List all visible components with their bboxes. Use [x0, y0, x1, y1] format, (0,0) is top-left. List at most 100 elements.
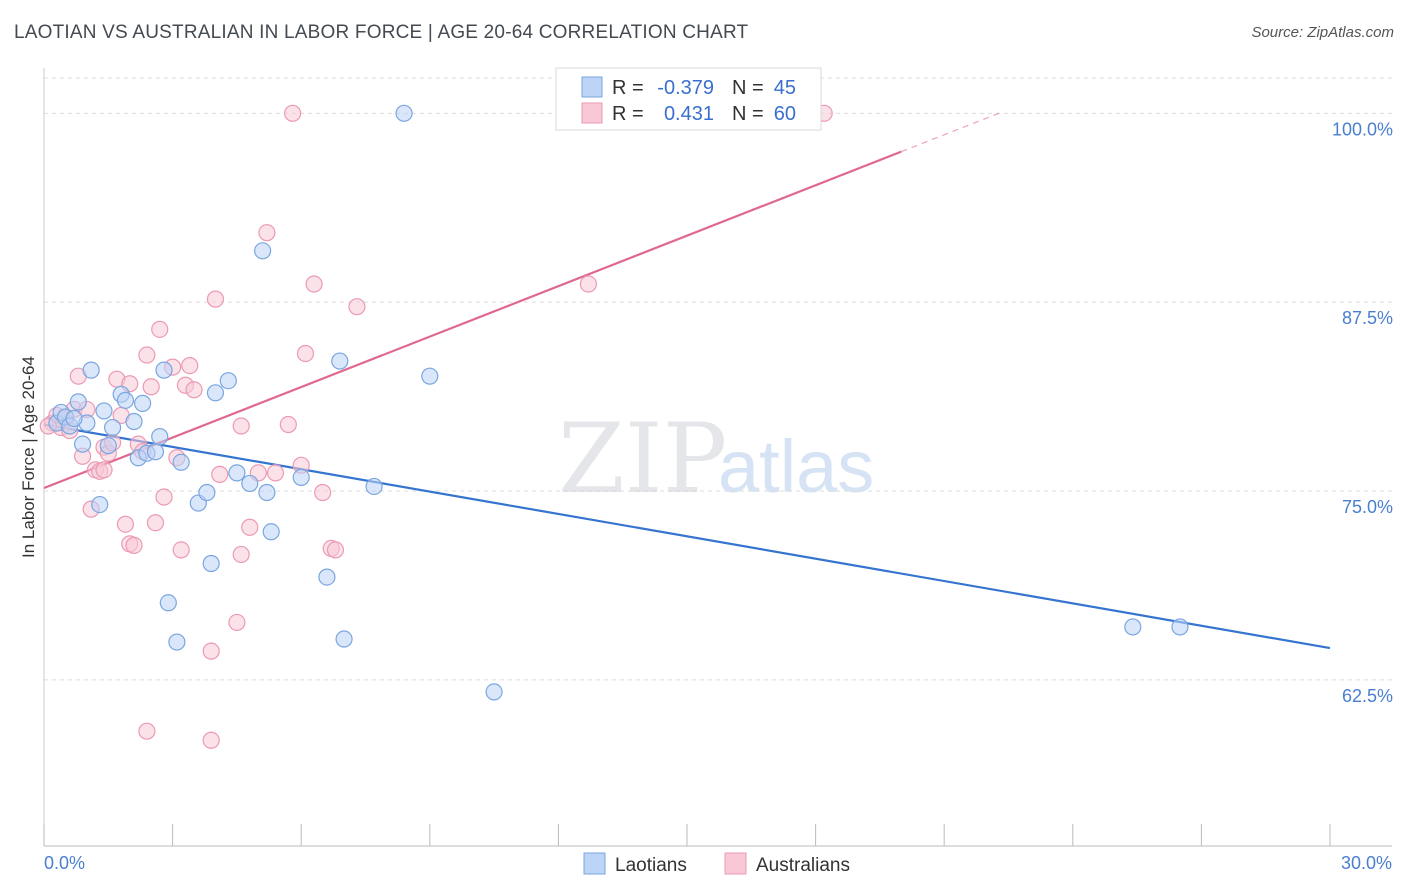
point-australians-42 — [279, 415, 297, 434]
point-laotians-14 — [125, 412, 143, 431]
data-points — [39, 104, 1189, 749]
bottom-legend-label-laotians: Laotians — [615, 855, 687, 876]
point-laotians-33 — [262, 523, 280, 541]
y-tick-label-2: 87.5% — [1342, 308, 1393, 328]
point-laotians-32 — [258, 483, 276, 502]
y-tick-label-0: 62.5% — [1342, 686, 1393, 706]
legend-n-label-australians: N = — [732, 103, 764, 125]
point-australians-46 — [314, 483, 332, 502]
point-australians-36 — [232, 545, 250, 564]
point-laotians-37 — [335, 630, 353, 648]
point-australians-23 — [142, 378, 160, 396]
point-australians-55 — [95, 461, 113, 479]
chart-source: Source: ZipAtlas.com — [1251, 24, 1394, 41]
point-laotians-30 — [241, 474, 259, 493]
legend-n-label-laotians: N = — [732, 77, 764, 99]
legend-n-value-laotians: 45 — [774, 77, 796, 99]
point-laotians-44 — [65, 409, 83, 428]
trend-line-extension-australians — [901, 112, 1001, 153]
legend-swatch-australians — [581, 102, 603, 124]
point-laotians-35 — [318, 568, 336, 586]
point-laotians-23 — [172, 453, 190, 471]
point-laotians-28 — [219, 372, 237, 390]
point-laotians-42 — [1124, 618, 1142, 636]
point-laotians-25 — [198, 483, 216, 502]
legend-n-value-australians: 60 — [774, 103, 796, 125]
point-australians-22 — [138, 346, 156, 364]
gridlines — [44, 77, 1392, 681]
point-laotians-8 — [91, 495, 109, 514]
point-laotians-20 — [155, 361, 173, 379]
chart-title: LAOTIAN VS AUSTRALIAN IN LABOR FORCE | A… — [14, 22, 749, 43]
point-laotians-39 — [395, 104, 413, 122]
point-australians-43 — [284, 104, 302, 122]
point-australians-34 — [206, 290, 225, 308]
point-australians-31 — [181, 357, 199, 375]
point-laotians-9 — [95, 402, 113, 420]
point-laotians-43 — [1171, 618, 1189, 636]
point-laotians-29 — [228, 464, 246, 482]
point-australians-38 — [241, 518, 259, 536]
legend-r-label-laotians: R = — [612, 77, 644, 99]
x-ticks — [43, 824, 1331, 846]
point-australians-40 — [258, 224, 276, 242]
point-laotians-18 — [146, 443, 165, 461]
point-laotians-4 — [69, 393, 87, 411]
bottom-legend-swatch-australians — [724, 852, 747, 875]
point-laotians-13 — [116, 391, 135, 409]
trend-line-laotians — [43, 423, 1331, 650]
point-australians-35 — [228, 613, 246, 632]
watermark-atlas: atlas — [718, 425, 874, 508]
correlation-legend: R = -0.379 N = 45 R = 0.431 N = 60 — [555, 67, 822, 131]
point-australians-49 — [348, 298, 366, 316]
bottom-legend-swatch-laotians — [583, 852, 606, 875]
legend-r-label-australians: R = — [612, 103, 644, 125]
point-laotians-41 — [485, 683, 503, 701]
point-laotians-27 — [206, 384, 225, 402]
y-tick-label-1: 75.0% — [1342, 497, 1393, 517]
point-australians-32 — [185, 381, 203, 399]
point-australians-29 — [172, 541, 190, 559]
point-laotians-22 — [168, 633, 186, 651]
legend-r-value-australians: 0.431 — [664, 103, 714, 125]
trend-line-australians — [43, 150, 902, 489]
legend-swatch-laotians — [581, 76, 603, 98]
y-tick-label-3: 100.0% — [1332, 119, 1393, 139]
point-laotians-7 — [82, 361, 100, 379]
point-laotians-10 — [99, 437, 117, 455]
point-australians-17 — [116, 515, 135, 533]
point-australians-44 — [296, 344, 315, 363]
point-australians-53 — [138, 722, 156, 740]
watermark-zip: ZIP — [558, 403, 727, 515]
point-australians-51 — [579, 275, 598, 293]
point-australians-25 — [151, 320, 169, 338]
point-australians-48 — [326, 541, 345, 559]
y-tick-labels: 62.5% 75.0% 87.5% 100.0% — [1332, 119, 1393, 706]
point-laotians-34 — [292, 468, 310, 486]
x-tick-label-max: 30.0% — [1341, 853, 1392, 873]
point-laotians-31 — [254, 242, 272, 260]
point-laotians-21 — [159, 594, 177, 612]
point-laotians-38 — [365, 477, 383, 496]
point-laotians-11 — [103, 418, 122, 437]
trend-lines — [43, 112, 1331, 650]
point-australians-19 — [125, 536, 143, 554]
point-laotians-16 — [133, 394, 152, 412]
point-australians-45 — [305, 275, 323, 293]
watermark: ZIP atlas — [558, 403, 874, 515]
point-australians-57 — [211, 465, 229, 483]
x-tick-label-min: 0.0% — [44, 853, 85, 873]
point-australians-26 — [155, 488, 173, 506]
point-australians-24 — [146, 514, 165, 532]
point-laotians-26 — [202, 554, 220, 573]
series-legend: Laotians Australians — [583, 852, 850, 876]
point-australians-41 — [266, 464, 285, 482]
y-axis-label: In Labor Force | Age 20-64 — [19, 356, 38, 558]
point-australians-33 — [202, 642, 220, 660]
point-laotians-19 — [151, 428, 169, 446]
bottom-legend-label-australians: Australians — [756, 855, 850, 876]
point-laotians-36 — [331, 352, 349, 370]
point-laotians-40 — [421, 367, 439, 385]
legend-r-value-laotians: -0.379 — [657, 77, 714, 99]
